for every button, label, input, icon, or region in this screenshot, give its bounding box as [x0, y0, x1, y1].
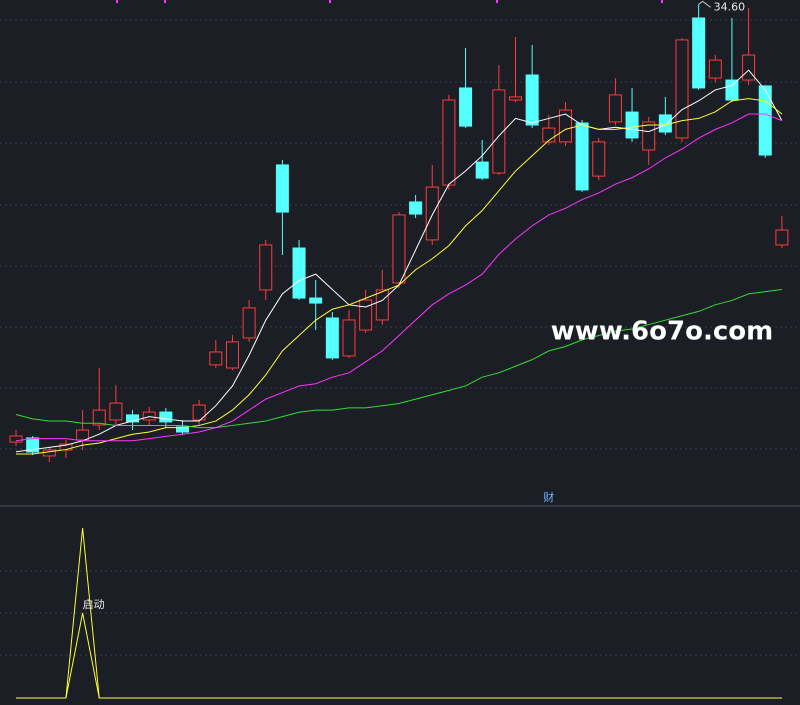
candle-body: [26, 437, 40, 453]
candle-body: [159, 411, 173, 423]
candle-body: [192, 404, 206, 421]
candle-body: [309, 297, 323, 304]
price-annotation: 34.60: [714, 0, 746, 13]
candle-body: [259, 244, 273, 291]
candle-body: [642, 121, 656, 151]
candle-body: [409, 201, 423, 215]
candle-body: [625, 111, 639, 139]
indicator-line: [16, 612, 782, 699]
candle-body: [758, 85, 772, 156]
top-markers: [116, 0, 663, 3]
marker: [116, 0, 118, 3]
candle-body: [342, 319, 356, 357]
candle-body: [608, 94, 622, 123]
marker: [164, 0, 166, 3]
candle-body: [275, 164, 289, 213]
candle-body: [109, 402, 123, 421]
grid: [0, 19, 800, 656]
candle-body: [242, 307, 256, 339]
candle-body: [575, 122, 589, 191]
candle-body: [292, 247, 306, 299]
candle-body: [692, 17, 706, 89]
candle-body: [92, 409, 106, 426]
candle-body: [225, 341, 239, 369]
candle-body: [425, 186, 439, 241]
candle-body: [725, 79, 739, 101]
watermark: www.6o7o.com: [551, 317, 773, 347]
candle-body: [76, 429, 90, 441]
marker: [661, 0, 663, 3]
candle-body: [492, 89, 506, 174]
event-annotation: 财: [543, 490, 554, 504]
candle-body: [9, 435, 23, 443]
indicator-line: [15, 113, 783, 442]
candle-body: [142, 411, 156, 421]
candle-body: [475, 161, 489, 179]
candle-body: [375, 289, 389, 321]
marker: [496, 0, 498, 3]
annotation-leader: [698, 0, 711, 8]
signal-label: 启动: [83, 598, 105, 611]
candle-body: [775, 229, 789, 246]
candle-body: [442, 99, 456, 186]
candle-body: [325, 317, 339, 359]
candle-body: [675, 39, 689, 139]
indicator-line: [15, 288, 782, 429]
candle-body: [392, 214, 406, 284]
candle-body: [509, 96, 522, 101]
candle-body: [459, 87, 473, 127]
candle-body: [708, 59, 722, 79]
candle-body: [558, 109, 572, 143]
candle-body: [742, 54, 756, 81]
marker: [329, 0, 331, 3]
candle-body: [359, 299, 373, 331]
indicator-line: [16, 98, 783, 455]
candle-body: [176, 426, 189, 433]
candle-body: [126, 414, 140, 423]
candle-body: [209, 351, 223, 366]
candle-body: [592, 141, 606, 177]
candle-body: [525, 74, 539, 126]
